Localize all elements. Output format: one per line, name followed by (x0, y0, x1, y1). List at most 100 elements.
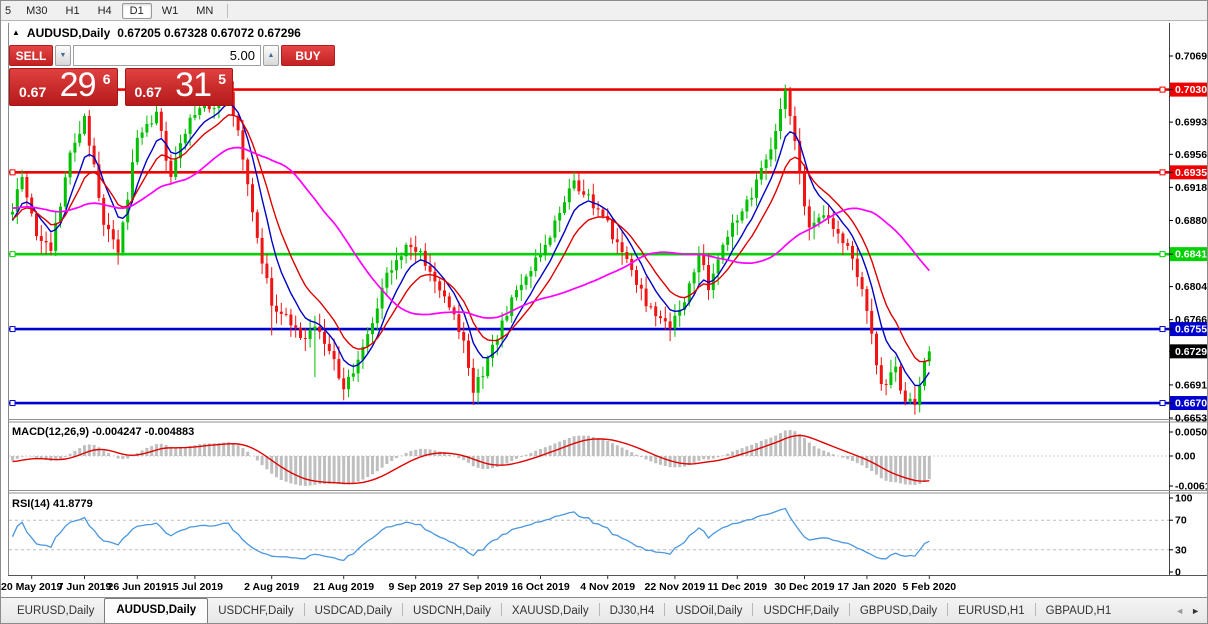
date-label: 5 Feb 2020 (902, 581, 956, 593)
tab-separator (303, 603, 305, 616)
date-label: 4 Nov 2019 (580, 581, 635, 593)
timeframe-toolbar: 5 M30 H1 H4 D1 W1 MN (1, 1, 1207, 21)
axis-label: 0.005076 (1175, 427, 1208, 439)
date-label: 21 Aug 2019 (313, 581, 374, 593)
tab-scroll-buttons: ◄ ► (1168, 606, 1207, 623)
tab-eurusd-daily[interactable]: EURUSD,Daily (17, 605, 95, 617)
tab-separator (752, 603, 754, 616)
tab-gbpaud-h1[interactable]: GBPAUD,H1 (1045, 605, 1112, 617)
macd-histogram (11, 430, 931, 486)
tab-eurusd-h1[interactable]: EURUSD,H1 (958, 605, 1025, 617)
axis-label: 0.70304 (1175, 84, 1208, 96)
date-label: 11 Dec 2019 (708, 581, 768, 593)
date-label: 17 Jan 2020 (837, 581, 896, 593)
chart-tab-bar: EURUSD,Daily AUDUSD,Daily USDCHF,Daily USDC… (1, 597, 1207, 623)
macd-indicator-label: MACD(12,26,9) -0.004247 -0.004883 (12, 426, 195, 438)
axis-label: 70 (1175, 515, 1187, 527)
date-label: 16 Oct 2019 (511, 581, 570, 593)
sell-price-big: 29 (59, 65, 97, 104)
axis-label: 0.00 (1175, 451, 1196, 463)
moving-average-slow (12, 146, 930, 319)
tab-dj30-h4[interactable]: DJ30,H4 (609, 605, 655, 617)
tab-separator (598, 603, 600, 616)
timeframe-button-h4[interactable]: H4 (97, 4, 112, 17)
tab-separator (947, 603, 949, 616)
axis-label: 0.68413 (1175, 249, 1208, 261)
axis-label: 0.69353 (1175, 167, 1208, 179)
spinner-down-icon: ▼ (59, 52, 67, 59)
buy-price-box[interactable]: 0.67 31 5 (124, 65, 233, 106)
axis-label: 100 (1175, 493, 1193, 505)
sell-price-sup: 6 (102, 71, 111, 87)
buy-price-big: 31 (175, 65, 212, 104)
timeframe-button-m30[interactable]: M30 (26, 4, 48, 17)
tab-usdcad-daily[interactable]: USDCAD,Daily (314, 605, 392, 617)
tab-usdchf-daily[interactable]: USDCHF,Daily (763, 605, 839, 617)
chart-ohlc-values: 0.67205 0.67328 0.67072 0.67296 (117, 26, 301, 40)
tabs-scroll-left-icon[interactable]: ◄ (1175, 606, 1185, 616)
horizontal-level-lines[interactable] (9, 86, 1169, 407)
axis-label: 30 (1175, 544, 1187, 556)
moving-average-mid (12, 114, 930, 363)
date-label: 9 Sep 2019 (389, 581, 443, 593)
sell-button[interactable]: SELL (9, 45, 53, 66)
axis-label: -0.006148 (1175, 481, 1208, 493)
axis-label: 0.67552 (1175, 324, 1208, 336)
moving-average-fast (11, 102, 930, 387)
volume-increase-button[interactable]: ▲ (263, 45, 279, 66)
buy-price-sup: 5 (218, 71, 226, 87)
timeframe-button-h1[interactable]: H1 (65, 4, 80, 17)
date-label: 22 Nov 2019 (645, 581, 706, 593)
timeframe-button-w1[interactable]: W1 (161, 4, 179, 17)
tab-usdchf-daily[interactable]: USDCHF,Daily (218, 605, 294, 617)
date-label: 20 May 2019 (1, 581, 62, 593)
buy-price-prefix: 0.67 (134, 84, 162, 100)
date-label: 27 Sep 2019 (448, 581, 508, 593)
date-label: 7 Jun 2019 (58, 581, 112, 593)
buy-button[interactable]: BUY (281, 45, 335, 66)
macd-signal-line (12, 434, 930, 485)
axis-label: 0.67296 (1175, 346, 1208, 358)
collapse-triangle-icon[interactable]: ▲ (12, 28, 20, 37)
tab-separator (500, 603, 502, 616)
tab-separator (664, 603, 666, 616)
tab-xauusd-daily[interactable]: XAUUSD,Daily (511, 605, 589, 617)
tab-usdcnh-daily[interactable]: USDCNH,Daily (412, 605, 491, 617)
indicator-gridlines (9, 455, 1169, 551)
tab-separator (848, 603, 850, 616)
timeframe-button-mn[interactable]: MN (196, 4, 214, 17)
timeframe-button-5[interactable]: 5 (5, 4, 12, 17)
toolbar-separator (227, 3, 229, 18)
volume-input[interactable] (73, 45, 261, 66)
tab-audusd-daily[interactable]: AUDUSD,Daily (104, 598, 209, 623)
sell-price-box[interactable]: 0.67 29 6 (9, 65, 118, 106)
tab-usdoil-daily[interactable]: USDOil,Daily (675, 605, 743, 617)
tabs-scroll-right-icon[interactable]: ► (1191, 606, 1200, 616)
axis-label: 0 (1175, 567, 1181, 579)
candlesticks (11, 78, 931, 415)
rsi-indicator-label: RSI(14) 41.8779 (12, 498, 93, 510)
timeframe-button-d1[interactable]: D1 (121, 2, 152, 19)
date-label: 26 Jun 2019 (108, 581, 168, 593)
sell-price-prefix: 0.67 (19, 84, 47, 100)
tab-gbpusd-daily[interactable]: GBPUSD,Daily (859, 605, 938, 617)
chart-symbol-title: AUDUSD,Daily (26, 26, 111, 40)
one-click-trading-panel: SELL ▼ ▲ BUY 0.67 29 6 0.67 31 5 (9, 45, 335, 106)
tab-separator (1034, 603, 1036, 616)
chart-title-bar: ▲ AUDUSD,Daily 0.67205 0.67328 0.67072 0… (12, 26, 301, 40)
date-label: 15 Jul 2019 (167, 581, 223, 593)
rsi-line-group (11, 507, 930, 562)
volume-decrease-button[interactable]: ▼ (55, 45, 71, 66)
date-label: 2 Aug 2019 (244, 581, 299, 593)
